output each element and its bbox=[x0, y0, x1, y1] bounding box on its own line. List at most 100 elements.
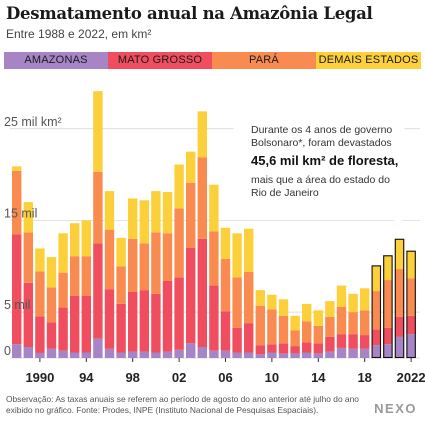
bar-1996-mato-grosso bbox=[104, 289, 115, 349]
bar-2018-amazonas bbox=[360, 348, 370, 358]
nexo-logo: NEXO bbox=[374, 401, 417, 416]
bar-1990-par- bbox=[35, 271, 45, 317]
bar-2022-amazonas bbox=[406, 334, 416, 358]
bar-1996-amazonas bbox=[104, 348, 115, 358]
bar-1998-par- bbox=[128, 238, 138, 292]
legend-item-amazonas: AMAZONAS bbox=[4, 52, 108, 69]
bar-2011-amazonas bbox=[278, 353, 289, 358]
bar-2017-mato-grosso bbox=[348, 334, 358, 349]
bar-2000-demais-estados bbox=[151, 191, 161, 233]
bar-2014-mato-grosso bbox=[313, 343, 323, 354]
x-tick-label-2002: 02 bbox=[172, 370, 186, 385]
y-tick-label-25000: 25 mil km² bbox=[4, 115, 62, 129]
bar-2017-par- bbox=[348, 312, 358, 335]
bar-2010-mato-grosso bbox=[267, 344, 277, 353]
x-tick-label-2006: 06 bbox=[218, 370, 232, 385]
bar-1990-amazonas bbox=[35, 352, 45, 358]
bar-1996-par- bbox=[104, 229, 115, 290]
bar-2017-demais-estados bbox=[348, 293, 358, 313]
bar-2002-mato-grosso bbox=[174, 277, 184, 350]
bar-1999-amazonas bbox=[139, 351, 149, 358]
bar-1991-mato-grosso bbox=[46, 322, 57, 349]
bar-2011-par- bbox=[278, 315, 289, 344]
x-tick-label-1994: 94 bbox=[79, 370, 94, 385]
bar-2006-amazonas bbox=[220, 350, 231, 358]
bar-2012-amazonas bbox=[290, 353, 300, 358]
bar-2006-demais-estados bbox=[220, 227, 231, 259]
bar-2014-demais-estados bbox=[313, 310, 323, 326]
annotation-highlight: 45,6 mil km² de floresta, bbox=[251, 153, 398, 168]
bar-2013-demais-estados bbox=[302, 303, 312, 322]
bar-2022-mato-grosso bbox=[406, 315, 416, 335]
bar-2005-amazonas bbox=[209, 350, 219, 358]
bar-2021-demais-estados bbox=[394, 238, 405, 270]
bar-2015-amazonas bbox=[325, 351, 335, 358]
bar-1994-amazonas bbox=[81, 352, 91, 358]
bar-2004-amazonas bbox=[197, 346, 207, 358]
highlight-outline-2019 bbox=[371, 265, 382, 359]
bar-2001-par- bbox=[162, 233, 173, 281]
annotation-line-1: Durante os 4 anos de governo bbox=[251, 124, 392, 136]
bar-2000-par- bbox=[151, 232, 161, 294]
bar-1989-demais-estados bbox=[23, 202, 33, 233]
bar-2008-demais-estados bbox=[244, 228, 254, 272]
bar-1992-demais-estados bbox=[58, 233, 68, 273]
chart-title: Desmatamento anual na Amazônia Legal bbox=[6, 4, 373, 23]
bar-2007-mato-grosso bbox=[232, 327, 242, 353]
bar-2016-par- bbox=[336, 306, 347, 335]
bar-2015-mato-grosso bbox=[325, 336, 335, 352]
bar-2009-demais-estados bbox=[255, 290, 265, 306]
bar-2013-par- bbox=[302, 321, 312, 343]
bar-1998-demais-estados bbox=[128, 198, 138, 239]
annotation-box bbox=[233, 117, 405, 217]
bar-2003-par- bbox=[186, 182, 196, 248]
bar-2021-amazonas bbox=[394, 336, 405, 358]
bar-2006-mato-grosso bbox=[220, 311, 231, 351]
bar-1993-par- bbox=[70, 256, 80, 296]
bar-1993-amazonas bbox=[70, 352, 80, 358]
bar-2009-mato-grosso bbox=[255, 345, 265, 355]
bar-1992-mato-grosso bbox=[58, 307, 68, 351]
bar-2013-mato-grosso bbox=[302, 342, 312, 353]
bar-2022-par- bbox=[406, 278, 416, 316]
annotation-line-4: mais que a área do estado do bbox=[251, 174, 390, 186]
bar-1991-demais-estados bbox=[46, 257, 57, 288]
annotation-line-2: Bolsonaro*, foram devastados bbox=[251, 137, 392, 149]
bar-2003-mato-grosso bbox=[186, 247, 196, 344]
highlight-outline-2020 bbox=[383, 255, 393, 359]
x-tick-label-2022: 2022 bbox=[397, 370, 425, 385]
legend-item-demais-estados: DEMAIS ESTADOS bbox=[316, 52, 421, 69]
x-tick-label-1998: 98 bbox=[125, 370, 139, 385]
bar-2001-amazonas bbox=[162, 351, 173, 358]
bar-2018-par- bbox=[360, 310, 370, 336]
bar-2022-demais-estados bbox=[406, 250, 416, 279]
bar-2002-amazonas bbox=[174, 349, 184, 358]
bar-2020-demais-estados bbox=[383, 255, 393, 281]
bar-1995-par- bbox=[93, 171, 103, 244]
bar-1991-amazonas bbox=[46, 348, 57, 358]
x-tick-label-1990: 1990 bbox=[25, 370, 54, 385]
bar-2018-mato-grosso bbox=[360, 335, 370, 349]
bar-2002-par- bbox=[174, 208, 184, 278]
bar-2015-par- bbox=[325, 316, 335, 337]
bar-2000-amazonas bbox=[151, 352, 161, 358]
bar-2002-demais-estados bbox=[174, 164, 184, 209]
bar-2016-demais-estados bbox=[336, 285, 347, 307]
footnote: Observação: As taxas anuais se referem a… bbox=[6, 394, 359, 415]
bar-2016-mato-grosso bbox=[336, 334, 347, 348]
bar-2015-demais-estados bbox=[325, 301, 335, 317]
bar-2010-amazonas bbox=[267, 352, 277, 358]
bar-1998-amazonas bbox=[128, 351, 138, 358]
bar-1996-demais-estados bbox=[104, 191, 115, 230]
bar-1998-mato-grosso bbox=[128, 291, 138, 352]
bar-2011-mato-grosso bbox=[278, 343, 289, 354]
bar-1989-par- bbox=[23, 232, 33, 283]
bar-2018-demais-estados bbox=[360, 288, 370, 311]
bar-2013-amazonas bbox=[302, 352, 312, 358]
bar-1995-amazonas bbox=[93, 338, 103, 358]
bar-2005-par- bbox=[209, 231, 219, 286]
bar-2007-par- bbox=[232, 277, 242, 328]
bar-1994-demais-estados bbox=[81, 220, 91, 257]
bar-1988-mato-grosso bbox=[12, 234, 22, 345]
